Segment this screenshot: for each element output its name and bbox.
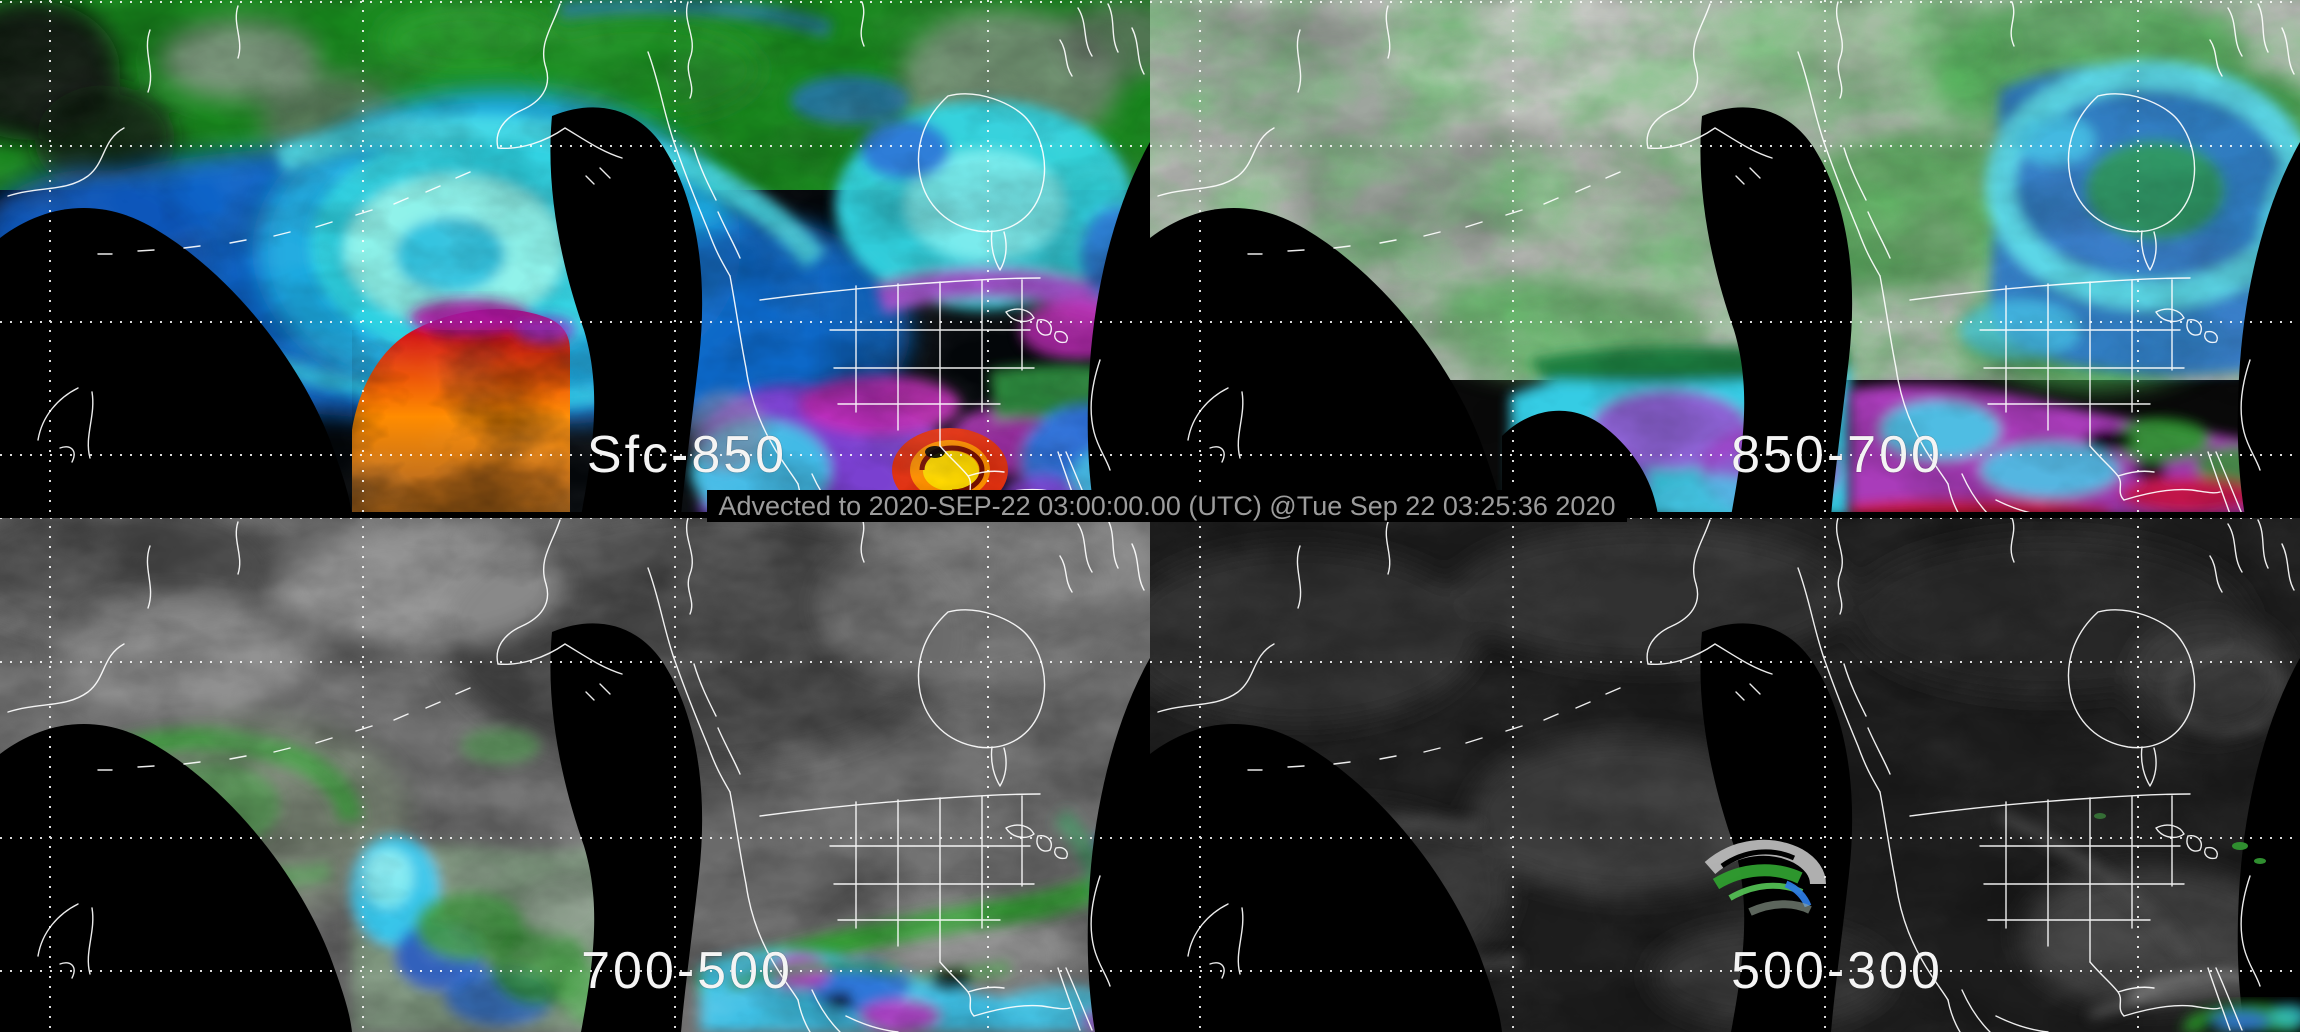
panel-art-500-300: [1150, 516, 2300, 1032]
panel-art-850-700: [1150, 0, 2300, 516]
panel-sfc-850: Sfc-850: [0, 0, 1150, 516]
panel-850-700: 850-700: [1150, 0, 2300, 516]
panel-art-700-500: [0, 516, 1150, 1032]
jet-hook-feature: [1704, 839, 1826, 916]
panel-500-300: 500-300: [1150, 516, 2300, 1032]
advection-timestamp: Advected to 2020-SEP-22 03:00:00.00 (UTC…: [707, 490, 1627, 522]
panel-700-500: 700-500: [0, 516, 1150, 1032]
green-specks: [2094, 813, 2266, 864]
panel-art-sfc-850: [0, 0, 1150, 516]
